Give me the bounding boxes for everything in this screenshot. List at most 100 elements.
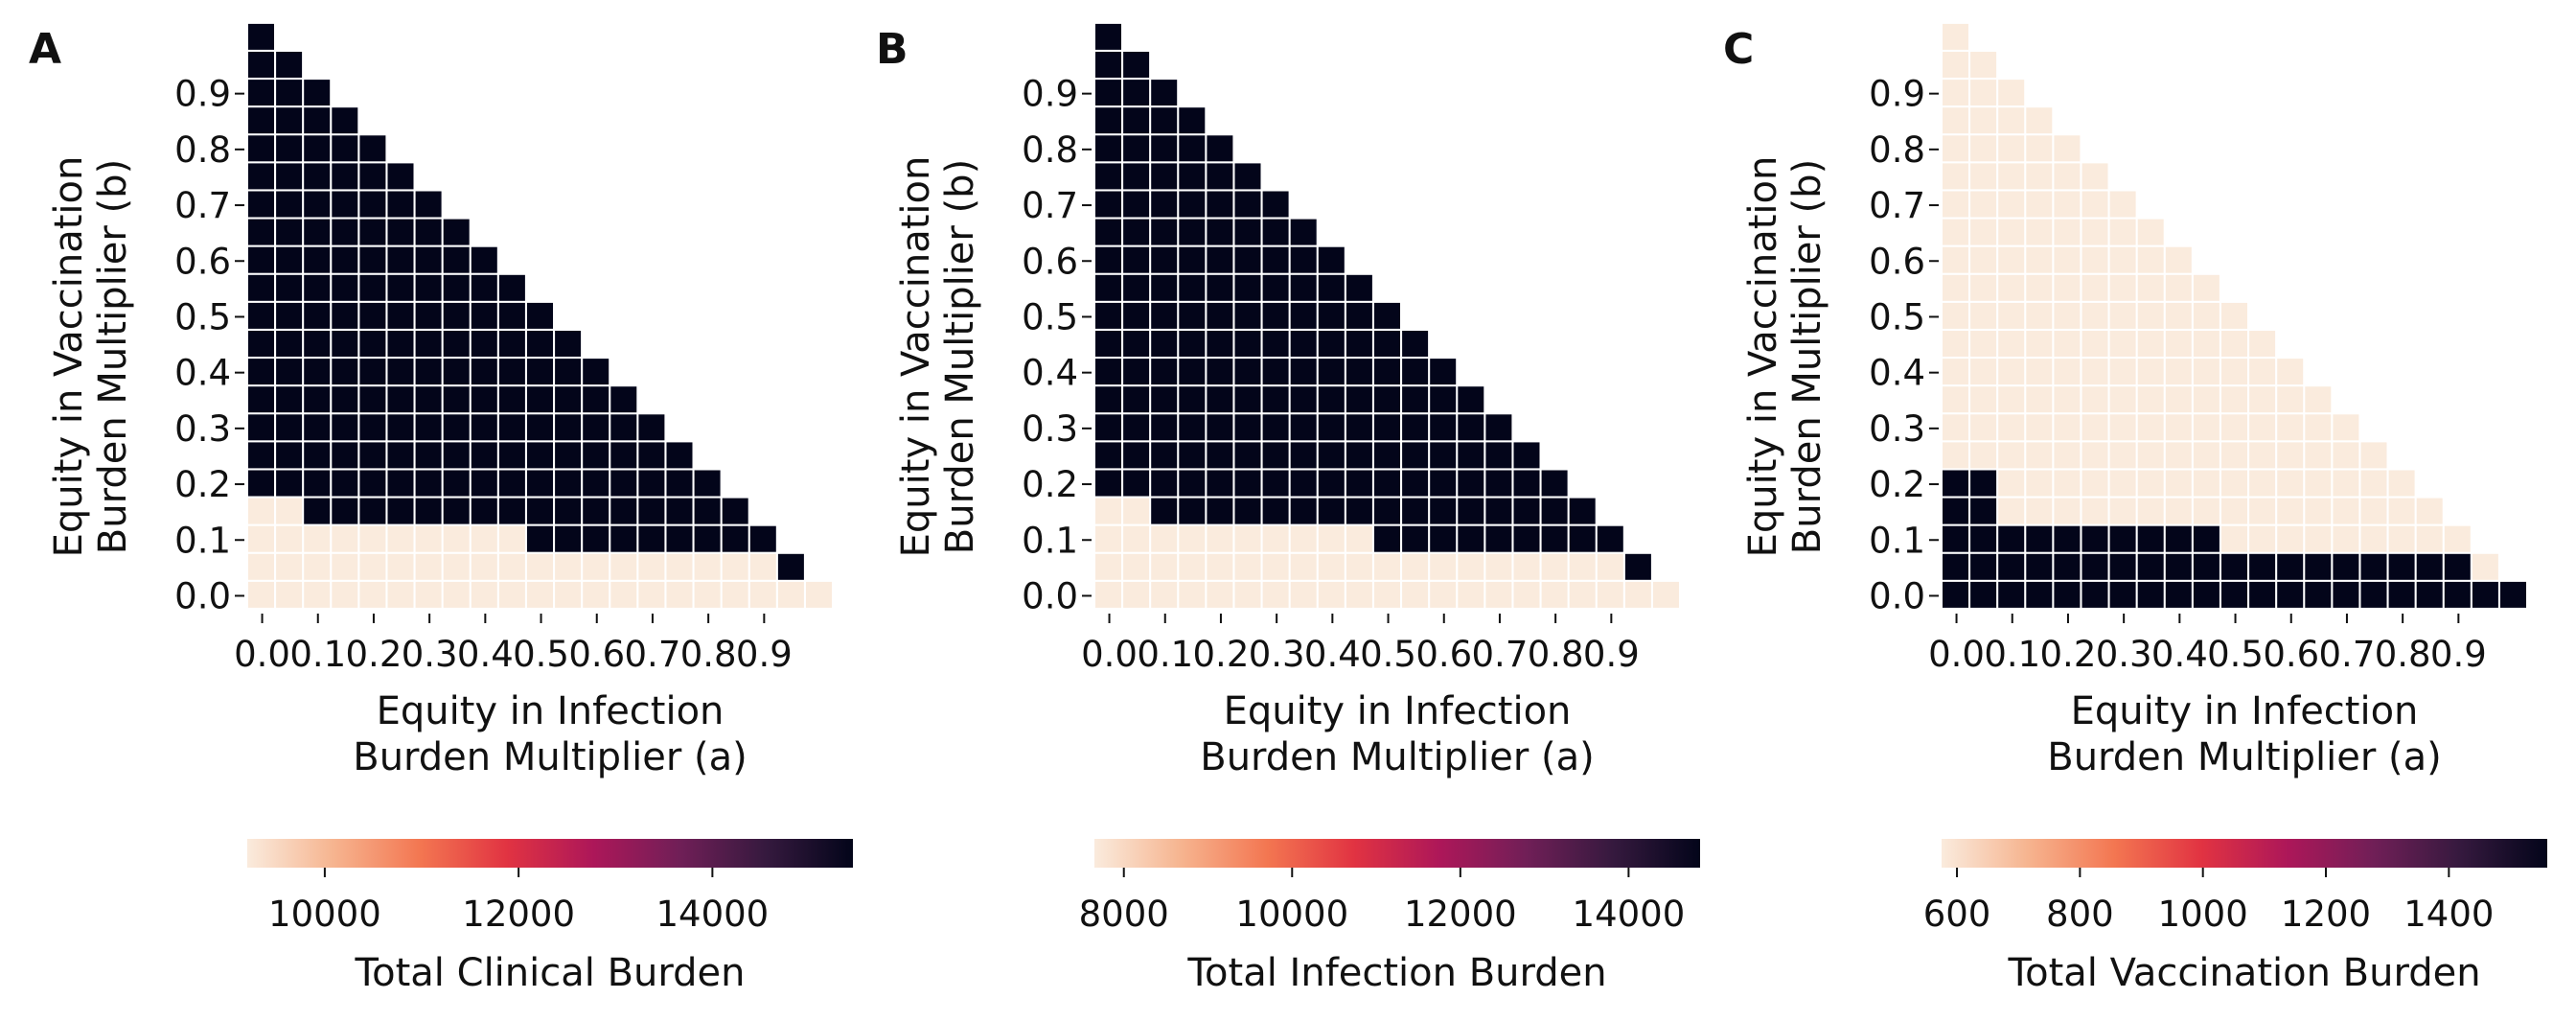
heatmap-cell [276,302,303,329]
heatmap-cell [1569,525,1596,552]
heatmap-cell [2109,219,2136,245]
colorbar: 8000 10000 12000 14000 Total Infection Burde… [1079,839,1700,995]
heatmap-cell [1151,359,1178,385]
heatmap-cell [1095,414,1121,441]
heatmap-cell [527,553,553,580]
heatmap-cell [276,525,303,552]
heatmap-cell [1569,581,1596,608]
heatmap-cell [1262,219,1289,245]
heatmap-cell [1541,553,1568,580]
heatmap-cell [248,52,274,78]
heatmap-cell [2249,581,2276,608]
x-axis: 0.0 0.1 0.2 0.3 0.4 0.5 0.6 0.7 0.8 0.9 [1081,614,1640,675]
heatmap-cell [248,135,274,162]
heatmap-cell [527,442,553,469]
heatmap-cell [2054,581,2081,608]
heatmap-cell [1290,302,1317,329]
heatmap-cell [1943,553,1968,580]
heatmap-cell [248,302,274,329]
heatmap-cell [248,442,274,469]
heatmap-cell [1597,581,1623,608]
panel-label: B [876,25,908,74]
heatmap-cell [498,359,525,385]
heatmap-cell [2416,498,2443,524]
heatmap-cell [332,414,358,441]
heatmap-cell [332,191,358,218]
heatmap-cell [583,553,610,580]
heatmap-cell [2109,525,2136,552]
heatmap-cell [2109,442,2136,469]
y-tick-label: 0.4 [174,353,231,394]
heatmap-cell [1374,331,1400,357]
heatmap-cell [248,163,274,190]
y-tick-label: 0.8 [174,129,231,171]
heatmap-cell [443,553,470,580]
heatmap-cell [1318,581,1345,608]
colorbar-tick-label: 1000 [2158,894,2248,935]
heatmap-cell [248,23,274,50]
heatmap-cell [2026,581,2053,608]
heatmap-cell [2221,581,2247,608]
panel-a: A0.00.10.20.30.40.50.60.70.80.90.0 0.1 0.2… [29,23,853,995]
heatmap-cell [443,386,470,413]
heatmap-cell [2221,386,2247,413]
heatmap-cell [332,525,358,552]
heatmap-cell [471,525,497,552]
heatmap-cell [276,191,303,218]
heatmap-cell [1179,359,1206,385]
heatmap-cell [2026,107,2053,134]
heatmap-cell [387,246,414,273]
heatmap-cell [304,525,331,552]
heatmap-cell [1207,135,1233,162]
heatmap-cell [415,386,442,413]
heatmap-cell [1179,274,1206,301]
y-tick-label: 0.7 [1022,185,1078,226]
heatmap-cell [2500,581,2526,608]
heatmap-cell [610,581,637,608]
heatmap-cell [1998,191,2025,218]
heatmap-cell [359,359,386,385]
heatmap-cell [2333,442,2359,469]
heatmap-cell [1290,525,1317,552]
heatmap-cell [248,553,274,580]
x-tick-label: 0.2 [346,634,402,675]
heatmap-cell [359,525,386,552]
heatmap-cell [2249,386,2276,413]
heatmap-cell [1151,498,1178,524]
colorbar: 10000 12000 14000 Total Clinical Burden [247,839,853,995]
heatmap-cell [2249,470,2276,497]
heatmap-cell [527,581,553,608]
heatmap-cell [1234,163,1261,190]
heatmap-cell [1234,219,1261,245]
heatmap-cell [415,498,442,524]
heatmap-cell [443,331,470,357]
heatmap-cell [555,442,582,469]
heatmap-cell [583,498,610,524]
heatmap-cell [1970,414,1997,441]
heatmap-cell [1430,525,1457,552]
y-axis-title-line: Equity in Vaccination [1741,156,1785,558]
heatmap-cell [304,191,331,218]
heatmap-cell [1262,331,1289,357]
heatmap-cell [304,302,331,329]
heatmap-cell [2165,442,2192,469]
heatmap-cell [2109,581,2136,608]
heatmap-cell [2305,442,2332,469]
heatmap-cell [1123,442,1150,469]
heatmap-cell [443,498,470,524]
heatmap-cell [248,191,274,218]
x-tick-label: 0.7 [625,634,681,675]
heatmap-cell [1123,219,1150,245]
heatmap-cell [1234,386,1261,413]
y-tick-label: 0.1 [1869,520,1925,561]
heatmap-cell [387,359,414,385]
heatmap-cell [2054,414,2081,441]
heatmap-cell [2165,498,2192,524]
heatmap-cell [1095,525,1121,552]
heatmap-cell [1970,302,1997,329]
heatmap-cell [443,470,470,497]
heatmap-cell [304,135,331,162]
heatmap-cell [2360,470,2387,497]
heatmap-cell [2277,470,2304,497]
